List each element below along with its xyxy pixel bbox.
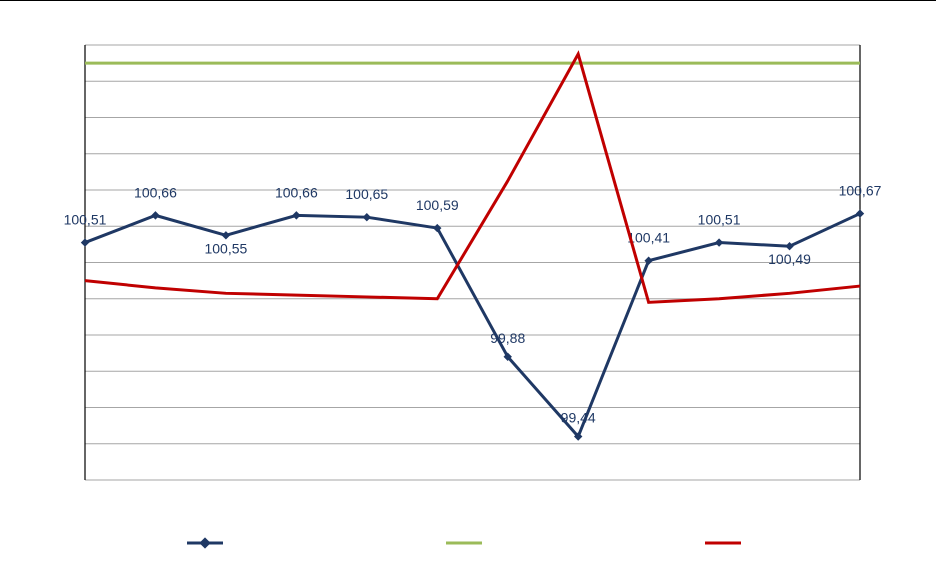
- legend-swatch-a: [187, 536, 223, 550]
- data-label: 100,55: [204, 240, 247, 256]
- data-label: 100,59: [416, 197, 459, 213]
- legend-swatch-b: [705, 536, 741, 550]
- line-chart: 100,51 100,66 100,55 100,66 100,65 100,59 99,8…: [0, 0, 936, 568]
- data-label: 99,88: [490, 330, 525, 346]
- data-label: 100,41: [627, 230, 670, 246]
- legend-item-a: [187, 536, 231, 550]
- legend-item-target: [446, 536, 490, 550]
- legend-item-b: [705, 536, 749, 550]
- data-label: 100,51: [64, 212, 107, 228]
- data-label: 100,67: [839, 183, 882, 199]
- data-label: 100,65: [345, 186, 388, 202]
- legend: [0, 536, 936, 550]
- data-label: 100,66: [275, 184, 318, 200]
- data-label: 100,49: [768, 251, 811, 267]
- data-label: 100,51: [698, 212, 741, 228]
- data-label: 99,44: [561, 410, 596, 426]
- legend-swatch-target: [446, 536, 482, 550]
- chart-canvas: 100,51 100,66 100,55 100,66 100,65 100,59 99,8…: [0, 0, 936, 568]
- data-label: 100,66: [134, 184, 177, 200]
